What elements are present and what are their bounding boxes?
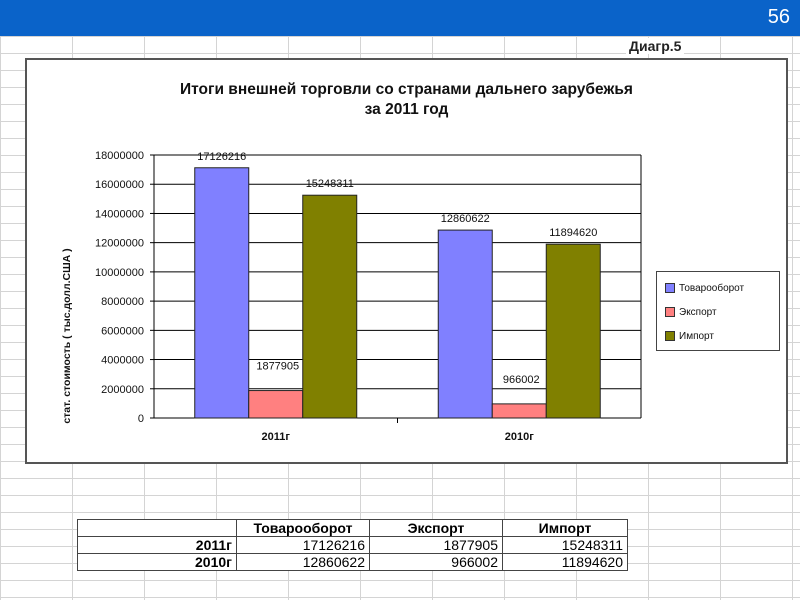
table-cell: 12860622	[236, 553, 370, 571]
chart-legend: Товарооборот Экспорт Импорт	[656, 271, 780, 351]
bar	[437, 229, 493, 419]
table-row: 2010г 12860622 966002 11894620	[77, 553, 628, 571]
y-tick-label: 4000000	[101, 355, 144, 367]
legend-swatch-turnover	[665, 283, 675, 293]
data-label: 11894620	[549, 227, 597, 239]
y-tick-label: 18000000	[95, 150, 144, 162]
bar	[248, 390, 304, 419]
x-tick-label: 2011г	[262, 431, 291, 443]
table-cell: 15248311	[502, 536, 628, 554]
legend-swatch-import	[665, 331, 675, 341]
legend-item-export: Экспорт	[665, 306, 717, 318]
y-tick-label: 0	[138, 413, 144, 425]
bar	[545, 243, 601, 419]
table-cell-year: 2011г	[77, 536, 237, 554]
chart-title: Итоги внешней торговли со странами дальн…	[27, 80, 786, 120]
table-header-empty	[77, 519, 237, 537]
data-label: 1877905	[256, 361, 299, 373]
y-tick-label: 14000000	[95, 208, 144, 220]
y-tick-label: 6000000	[101, 325, 144, 337]
y-tick-label: 16000000	[95, 179, 144, 191]
table-cell: 17126216	[236, 536, 370, 554]
bar	[194, 167, 250, 419]
data-table: Товарооборот Экспорт Импорт 2011г 171262…	[77, 519, 628, 571]
y-tick-label: 2000000	[101, 384, 144, 396]
y-tick-label: 8000000	[101, 296, 144, 308]
data-label: 17126216	[197, 151, 246, 163]
x-tick-label: 2010г	[505, 431, 534, 443]
legend-label-import: Импорт	[679, 330, 714, 342]
table-cell: 1877905	[369, 536, 503, 554]
table-header-turnover: Товарооборот	[236, 519, 370, 537]
legend-item-import: Импорт	[665, 330, 714, 342]
bar	[302, 194, 358, 419]
chart-title-line2: за 2011 год	[364, 101, 449, 118]
y-tick-label: 12000000	[95, 238, 144, 250]
diagram-label: Диагр.5	[626, 38, 685, 54]
slide-number: 56	[767, 6, 790, 28]
bar-chart: 18000000 16000000 14000000 12000000 10000000…	[95, 150, 642, 443]
table-cell: 11894620	[502, 553, 628, 571]
chart-area: Итоги внешней торговли со странами дальн…	[25, 58, 788, 464]
slide-header-bar: 56	[0, 0, 800, 36]
table-cell-year: 2010г	[77, 553, 237, 571]
table-cell: 966002	[369, 553, 503, 571]
table-header-import: Импорт	[502, 519, 628, 537]
table-header-export: Экспорт	[369, 519, 503, 537]
data-label: 12860622	[441, 213, 490, 225]
bar	[491, 403, 547, 419]
legend-item-turnover: Товарооборот	[665, 282, 744, 294]
data-label: 15248311	[306, 178, 354, 190]
y-tick-label: 10000000	[95, 267, 144, 279]
legend-label-turnover: Товарооборот	[679, 282, 745, 294]
legend-label-export: Экспорт	[679, 306, 717, 318]
table-header-row: Товарооборот Экспорт Импорт	[77, 519, 628, 537]
data-label: 966002	[503, 374, 540, 386]
table-row: 2011г 17126216 1877905 15248311	[77, 536, 628, 554]
legend-swatch-export	[665, 307, 675, 317]
chart-title-line1: Итоги внешней торговли со странами дальн…	[180, 81, 633, 98]
